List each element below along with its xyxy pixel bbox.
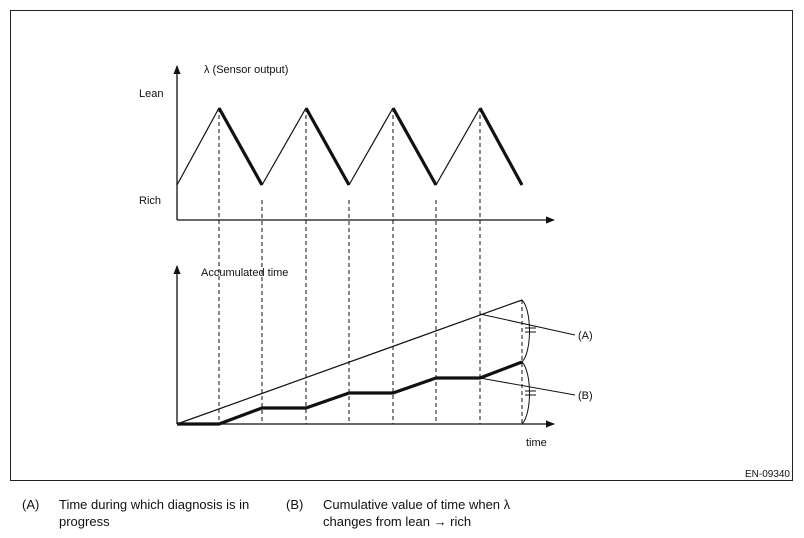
- sensor-fall-segment: [391, 107, 438, 186]
- top-y-axis-title: λ (Sensor output): [204, 64, 288, 76]
- lean-label: Lean: [139, 88, 163, 100]
- sensor-fall-segment: [304, 107, 351, 186]
- sensor-waveform: [176, 107, 524, 186]
- brace-b: [521, 361, 530, 425]
- leader-b: [479, 377, 576, 396]
- sensor-rise-segment: [435, 107, 481, 186]
- legend-b-text: Cumulative value of time when λ changes …: [323, 497, 511, 529]
- sensor-rise-segment: [261, 107, 307, 186]
- bottom-x-axis-title: time: [526, 437, 547, 449]
- sensor-rise-segment: [176, 107, 220, 186]
- legend-b: (B) Cumulative value of time when λ chan…: [286, 496, 546, 536]
- leader-a: [479, 313, 576, 336]
- legend-a: (A) Time during which diagnosis is in pr…: [22, 496, 282, 536]
- legend-b-key: (B): [286, 497, 304, 512]
- figure-frame: [10, 10, 793, 481]
- line-a-label: (A): [578, 330, 593, 342]
- legend-a-text: Time during which diagnosis is in progre…: [59, 497, 250, 529]
- series-a-line: [176, 299, 523, 425]
- brace-a: [521, 299, 530, 363]
- legend-a-key: (A): [22, 497, 40, 512]
- rich-label: Rich: [139, 195, 161, 207]
- guide-lines: [218, 108, 523, 424]
- sensor-fall-segment: [478, 107, 524, 186]
- series-b-line: [177, 360, 523, 426]
- bottom-y-axis-title: Accumulated time: [201, 267, 288, 279]
- line-b-label: (B): [578, 390, 593, 402]
- sensor-rise-segment: [348, 107, 394, 186]
- figure-code: EN-09340: [745, 469, 790, 480]
- sensor-fall-segment: [217, 107, 264, 186]
